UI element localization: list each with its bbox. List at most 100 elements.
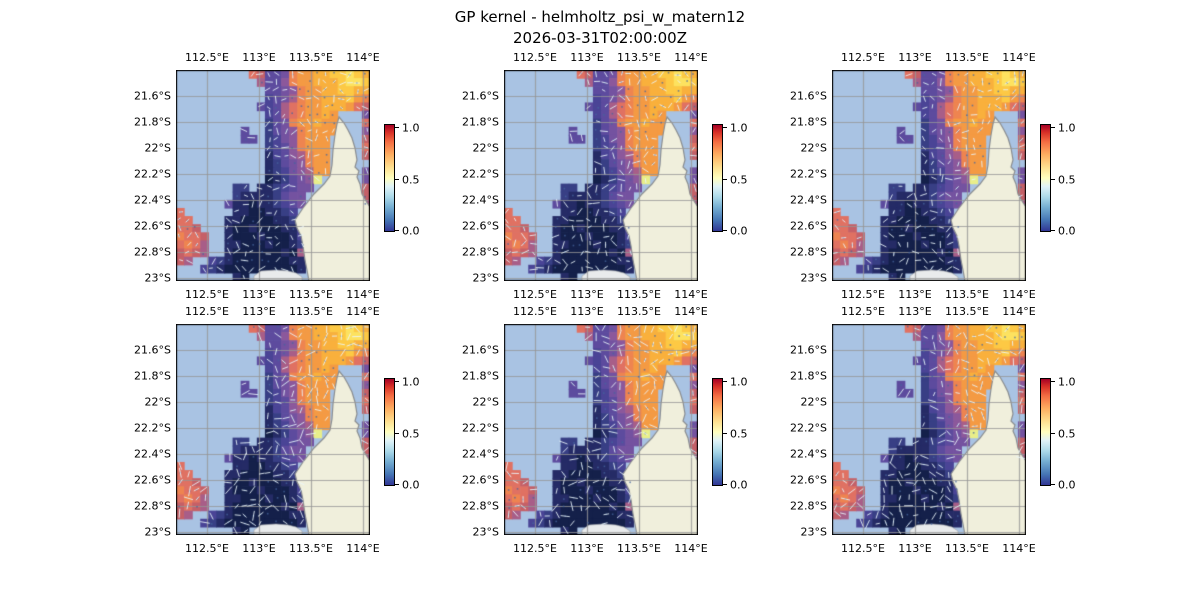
figure-subtitle: 2026-03-31T02:00:00Z	[513, 29, 687, 47]
colorbar-tick	[395, 127, 399, 128]
x-tick-label: 113.5°E	[945, 288, 989, 301]
y-tick-label: 21.6°S	[790, 89, 827, 103]
colorbar-tick	[1051, 381, 1055, 382]
subplot-row1-col3: 112.5°E 112.5°E 113°E 113°E 113.5°E 113.5°E 11…	[790, 51, 1075, 301]
x-tick-label: 114°E	[346, 305, 380, 318]
x-tick-label: 113.5°E	[289, 305, 333, 318]
colorbar-tick	[1051, 230, 1055, 231]
x-tick-label: 113°E	[898, 305, 932, 318]
y-tick-label: 22.4°S	[462, 193, 499, 207]
x-tick-label: 113°E	[570, 542, 604, 555]
map-canvas-row1-col1	[176, 70, 370, 281]
x-tick-label: 113°E	[570, 305, 604, 318]
y-tick-label: 23°S	[144, 525, 171, 539]
x-tick-label: 113°E	[898, 542, 932, 555]
x-tick-label: 113°E	[242, 51, 276, 64]
y-tick-label: 22.2°S	[790, 167, 827, 181]
x-tick-label: 112.5°E	[513, 51, 557, 64]
colorbar-row1-col2: 1.0 0.5 0.0	[713, 121, 748, 237]
x-tick-label: 112.5°E	[513, 542, 557, 555]
x-tick-label: 113.5°E	[617, 542, 661, 555]
x-tick-label: 113.5°E	[617, 305, 661, 318]
x-tick-label: 114°E	[674, 305, 708, 318]
y-tick-label: 21.8°S	[134, 369, 171, 383]
y-tick-label: 22.8°S	[790, 499, 827, 513]
y-tick-label: 21.8°S	[790, 115, 827, 129]
colorbar-tick	[723, 484, 727, 485]
y-tick-label: 22.6°S	[134, 219, 171, 233]
y-tick-label: 21.6°S	[462, 343, 499, 357]
x-tick-label: 114°E	[674, 51, 708, 64]
colorbar-tick-label: 1.0	[730, 121, 748, 134]
x-tick-label: 113.5°E	[945, 51, 989, 64]
y-tick-label: 22.2°S	[462, 421, 499, 435]
colorbar-tick-label: 0.0	[730, 478, 748, 491]
colorbar-tick-label: 0.5	[402, 427, 420, 440]
y-tick-label: 22.4°S	[790, 447, 827, 461]
y-tick-label: 22.4°S	[462, 447, 499, 461]
y-tick-label: 22.8°S	[462, 499, 499, 513]
x-tick-label: 113.5°E	[617, 288, 661, 301]
x-tick-label: 113.5°E	[289, 51, 333, 64]
x-tick-label: 113°E	[242, 288, 276, 301]
colorbar-row2-col3: 1.0 0.5 0.0	[1041, 375, 1076, 491]
colorbar-tick	[1051, 179, 1055, 180]
y-tick-label: 23°S	[472, 525, 499, 539]
x-tick-label: 114°E	[346, 51, 380, 64]
y-tick-label: 22°S	[144, 395, 171, 409]
colorbar-tick	[395, 230, 399, 231]
y-tick-label: 21.6°S	[134, 343, 171, 357]
x-tick-label: 114°E	[346, 542, 380, 555]
y-tick-label: 21.8°S	[790, 369, 827, 383]
x-tick-label: 112.5°E	[841, 305, 885, 318]
y-tick-label: 22.6°S	[134, 473, 171, 487]
colorbar-tick	[723, 179, 727, 180]
y-tick-label: 21.8°S	[462, 115, 499, 129]
x-tick-label: 114°E	[1002, 305, 1036, 318]
colorbar-tick-label: 0.0	[1058, 224, 1076, 237]
colorbar-gradient	[385, 125, 394, 231]
colorbar-tick	[723, 381, 727, 382]
y-tick-label: 22.4°S	[134, 193, 171, 207]
colorbar-tick	[395, 381, 399, 382]
colorbar-row1-col3: 1.0 0.5 0.0	[1041, 121, 1076, 237]
colorbar-gradient	[1041, 125, 1050, 231]
x-tick-label: 112.5°E	[841, 288, 885, 301]
colorbar-tick-label: 0.5	[1058, 173, 1076, 186]
y-tick-label: 22°S	[472, 395, 499, 409]
colorbar-tick	[395, 484, 399, 485]
y-tick-label: 22.2°S	[790, 421, 827, 435]
x-tick-label: 113°E	[242, 542, 276, 555]
colorbar-row1-col1: 1.0 0.5 0.0	[385, 121, 420, 237]
colorbar-tick	[395, 179, 399, 180]
subplot-row2-col1: 112.5°E 112.5°E 113°E 113°E 113.5°E 113.5°E 11…	[134, 305, 419, 555]
colorbar-tick	[395, 433, 399, 434]
colorbar-tick	[723, 127, 727, 128]
x-tick-label: 112.5°E	[841, 542, 885, 555]
figure-title: GP kernel - helmholtz_psi_w_matern12	[454, 8, 746, 26]
x-tick-label: 114°E	[1002, 288, 1036, 301]
x-tick-label: 113.5°E	[289, 288, 333, 301]
y-tick-label: 22.6°S	[462, 473, 499, 487]
x-tick-label: 113.5°E	[945, 542, 989, 555]
y-tick-label: 22.6°S	[790, 219, 827, 233]
x-tick-label: 113.5°E	[945, 305, 989, 318]
colorbar-tick-label: 0.0	[730, 224, 748, 237]
y-tick-label: 22.2°S	[134, 167, 171, 181]
x-tick-label: 114°E	[1002, 51, 1036, 64]
colorbar-gradient	[713, 125, 722, 231]
colorbar-tick-label: 0.0	[402, 478, 420, 491]
y-tick-label: 22°S	[800, 141, 827, 155]
y-tick-label: 22.2°S	[134, 421, 171, 435]
colorbar-tick-label: 0.5	[730, 173, 748, 186]
map-canvas-row2-col1	[176, 324, 370, 535]
y-tick-label: 22.8°S	[134, 499, 171, 513]
colorbar-tick-label: 1.0	[402, 121, 420, 134]
colorbar-tick-label: 0.5	[402, 173, 420, 186]
y-tick-label: 22.4°S	[134, 447, 171, 461]
y-tick-label: 22.4°S	[790, 193, 827, 207]
y-tick-label: 22.6°S	[462, 219, 499, 233]
subplot-row1-col2: 112.5°E 112.5°E 113°E 113°E 113.5°E 113.5°E 11…	[462, 51, 747, 301]
colorbar-row2-col1: 1.0 0.5 0.0	[385, 375, 420, 491]
